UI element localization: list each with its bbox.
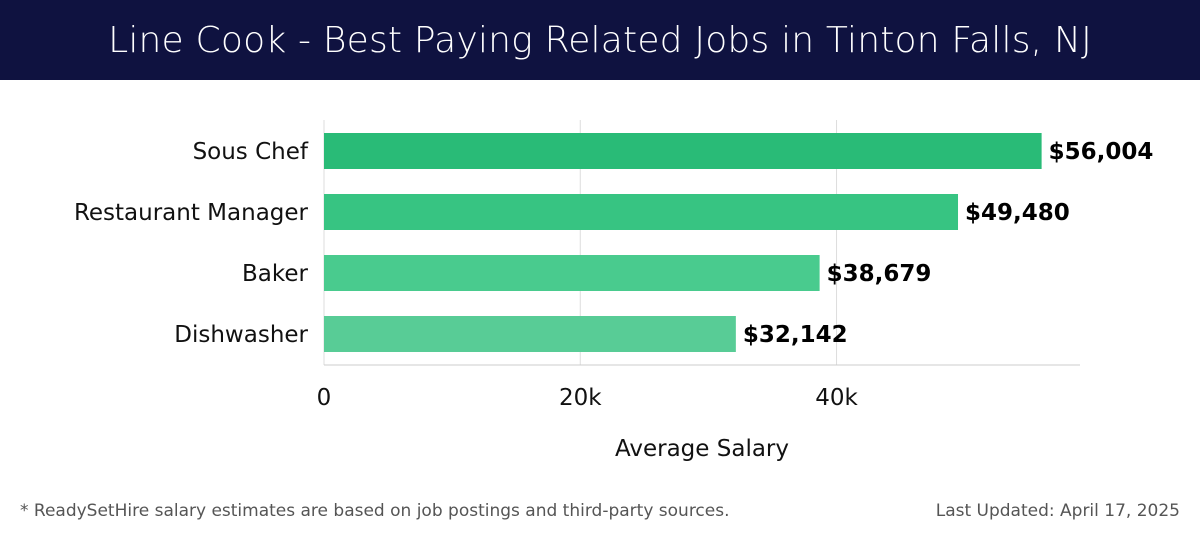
bar xyxy=(324,255,820,291)
bar xyxy=(324,133,1042,169)
x-axis: 0 20k 40k xyxy=(317,364,1080,411)
value-label: $38,679 xyxy=(827,261,932,287)
last-updated: Last Updated: April 17, 2025 xyxy=(935,501,1180,521)
x-tick-label: 40k xyxy=(815,385,858,411)
chart-title: Line Cook - Best Paying Related Jobs in … xyxy=(108,19,1092,61)
bars xyxy=(324,133,1042,352)
category-label: Restaurant Manager xyxy=(74,200,309,226)
category-label: Baker xyxy=(242,261,309,287)
title-bar: Line Cook - Best Paying Related Jobs in … xyxy=(0,0,1200,80)
bar-chart: 0 20k 40k Sous Chef Restaurant Manager Baker… xyxy=(74,120,1154,462)
value-labels: $56,004 $49,480 $38,679 $32,142 xyxy=(743,139,1154,348)
bar xyxy=(324,194,959,230)
value-label: $56,004 xyxy=(1049,139,1154,165)
category-label: Dishwasher xyxy=(174,322,308,348)
footnote: * ReadySetHire salary estimates are base… xyxy=(20,501,730,521)
bar xyxy=(324,316,736,352)
category-labels: Sous Chef Restaurant Manager Baker Dishwash… xyxy=(74,139,309,348)
value-label: $32,142 xyxy=(743,322,848,348)
x-tick-label: 20k xyxy=(559,385,602,411)
x-axis-title: Average Salary xyxy=(615,436,789,462)
value-label: $49,480 xyxy=(965,200,1070,226)
x-tick-label: 0 xyxy=(317,385,332,411)
category-label: Sous Chef xyxy=(193,139,309,165)
